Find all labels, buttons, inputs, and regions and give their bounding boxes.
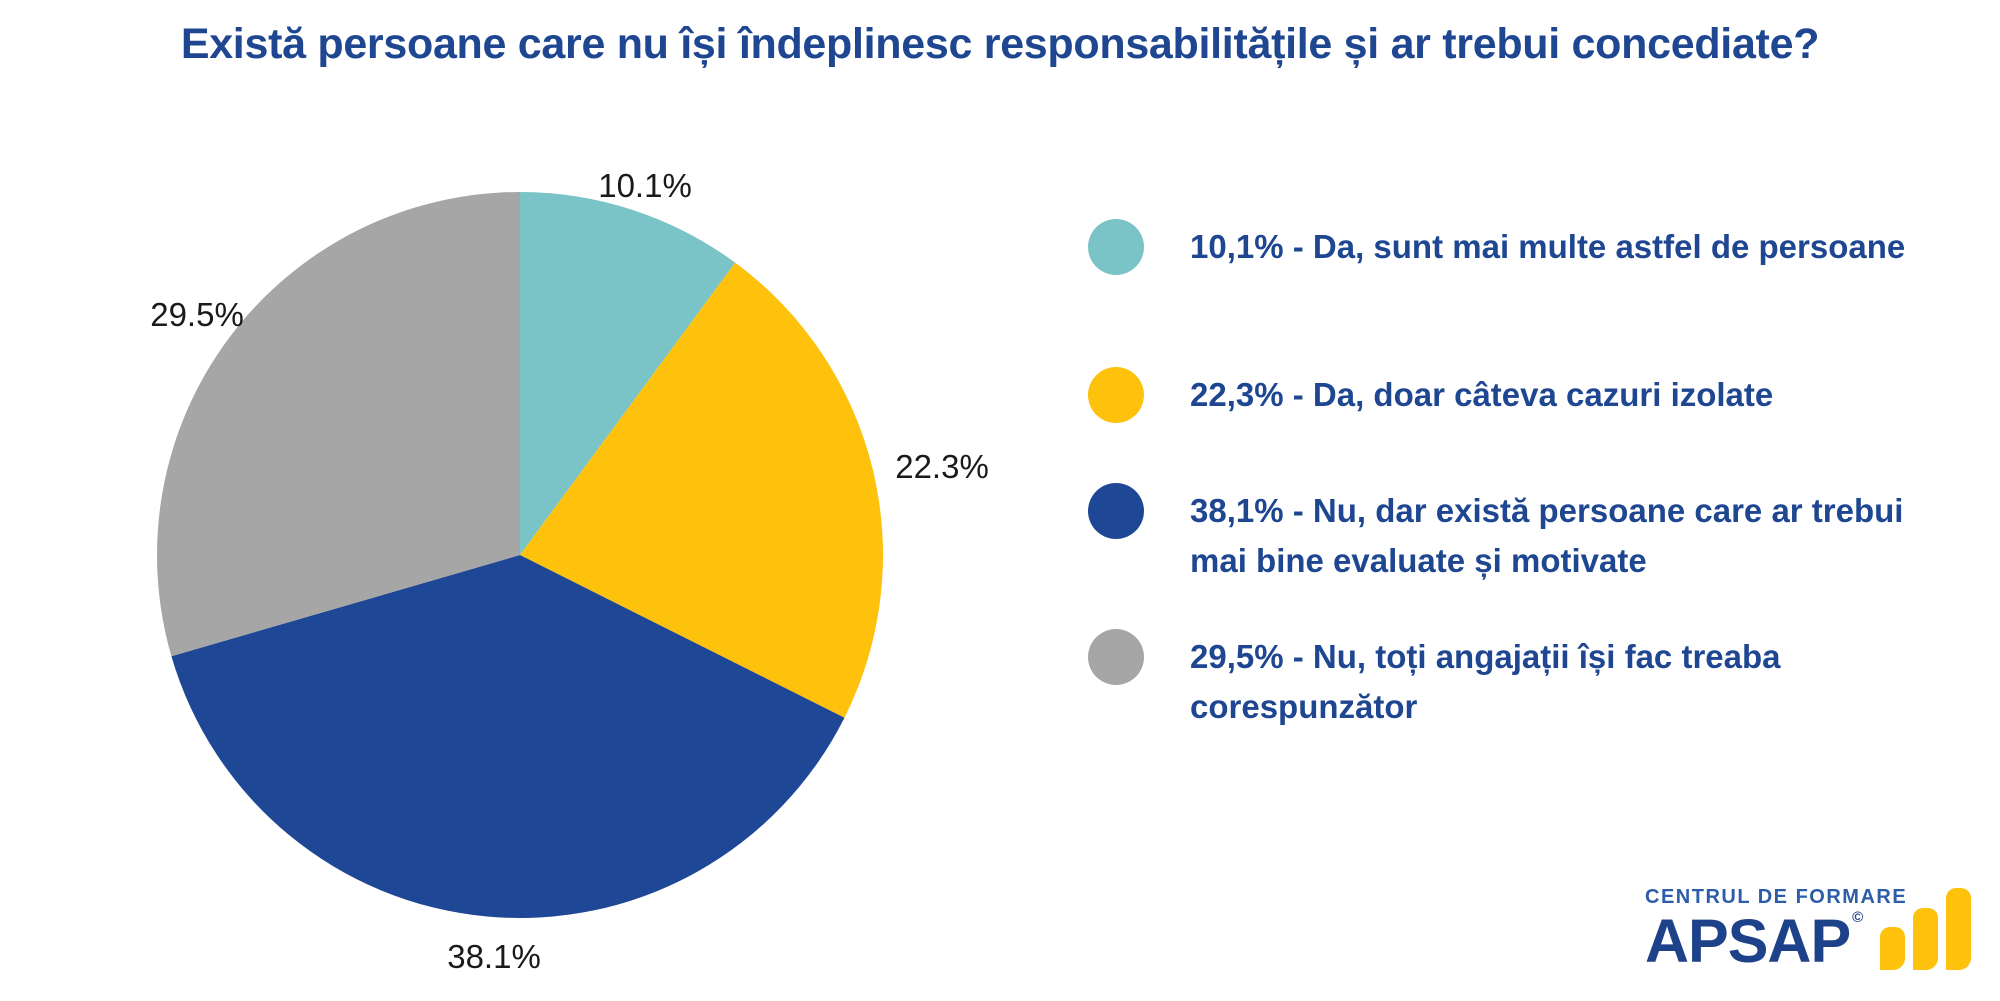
legend: 10,1% - Da, sunt mai multe astfel de per…	[1088, 219, 1978, 782]
bar-chart-icon-small	[1880, 927, 1905, 970]
pie-label-3: 29.5%	[150, 296, 244, 333]
copyright-symbol: ©	[1852, 909, 1864, 926]
legend-item: 38,1% - Nu, dar există persoane care ar …	[1088, 483, 1950, 586]
legend-item: 10,1% - Da, sunt mai multe astfel de per…	[1088, 219, 1906, 275]
pie-label-2: 38.1%	[447, 938, 541, 975]
legend-label: 22,3% - Da, doar câteva cazuri izolate	[1190, 376, 1774, 413]
legend-label: 10,1% - Da, sunt mai multe astfel de per…	[1190, 228, 1906, 265]
legend-label: 38,1% - Nu, dar există persoane care ar …	[1190, 492, 1904, 579]
logo: CENTRUL DE FORMARE APSAP ©	[1645, 886, 1908, 975]
pie-slice-3	[157, 192, 520, 657]
legend-swatch-yellow-icon	[1088, 367, 1144, 423]
pie-slice-0	[520, 192, 736, 555]
logo-brand: APSAP	[1645, 907, 1851, 975]
pie-chart-area	[157, 192, 883, 918]
legend-item: 29,5% - Nu, toți angajații își fac treab…	[1088, 629, 1950, 732]
bar-chart-icon-medium	[1913, 908, 1938, 970]
legend-item: 22,3% - Da, doar câteva cazuri izolate	[1088, 367, 1774, 423]
legend-label: 29,5% - Nu, toți angajații își fac treab…	[1190, 638, 1781, 725]
legend-swatch-teal-icon	[1088, 219, 1144, 275]
pie-label-0: 10.1%	[598, 167, 692, 204]
bar-chart-icon-large	[1946, 888, 1971, 970]
page-title: Există persoane care nu își îndeplinesc …	[180, 20, 1820, 68]
logo-tagline: CENTRUL DE FORMARE	[1645, 886, 1908, 908]
legend-swatch-gray-icon	[1088, 629, 1144, 685]
logo-brand-row: APSAP ©	[1645, 907, 1907, 975]
legend-swatch-blue-icon	[1088, 483, 1144, 539]
pie-slice-1	[520, 262, 883, 718]
logo-bars-icon	[1880, 888, 1972, 970]
pie-label-1: 22.3%	[895, 448, 989, 485]
pie-chart	[157, 192, 883, 918]
pie-slice-2	[171, 555, 845, 918]
